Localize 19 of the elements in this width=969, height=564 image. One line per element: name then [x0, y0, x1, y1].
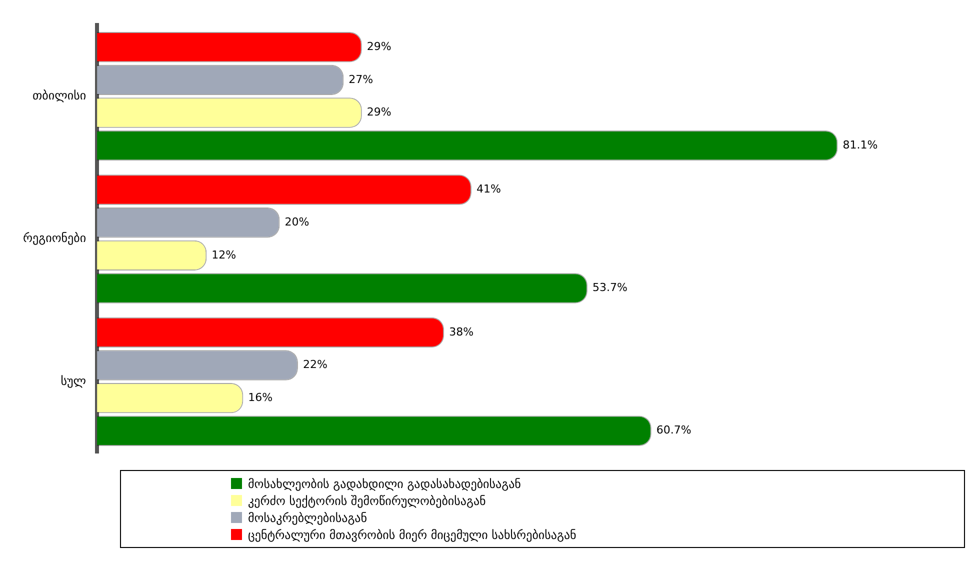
y-tick-label: რეგიონები — [23, 231, 86, 246]
data-label: 41% — [476, 182, 501, 196]
data-label: 60.7% — [656, 424, 692, 437]
data-label: 16% — [248, 390, 273, 404]
legend-label: კერძო სექტორის შემოწირულობებისაგან — [248, 494, 486, 508]
data-label: 53.7% — [592, 281, 628, 294]
data-label: 22% — [302, 358, 328, 372]
legend-label: ცენტრალური მთავრობის მიერ მიცემული სახსრებისაგან — [248, 528, 576, 542]
y-tick-label: თბილისი — [32, 88, 86, 102]
data-label: 27% — [348, 72, 374, 86]
data-label: 29% — [366, 106, 392, 119]
legend-label: მოსაკრებლებისაგან — [248, 510, 368, 524]
legend-label: მოსახლეობის გადახდილი გადასახადებისაგან — [248, 476, 521, 490]
data-label: 38% — [449, 325, 474, 338]
y-tick-label: სულ — [60, 374, 86, 388]
data-label: 81.1% — [842, 138, 878, 152]
data-label: 29% — [366, 40, 392, 53]
data-label: 12% — [212, 248, 236, 262]
data-label: 20% — [284, 215, 310, 228]
